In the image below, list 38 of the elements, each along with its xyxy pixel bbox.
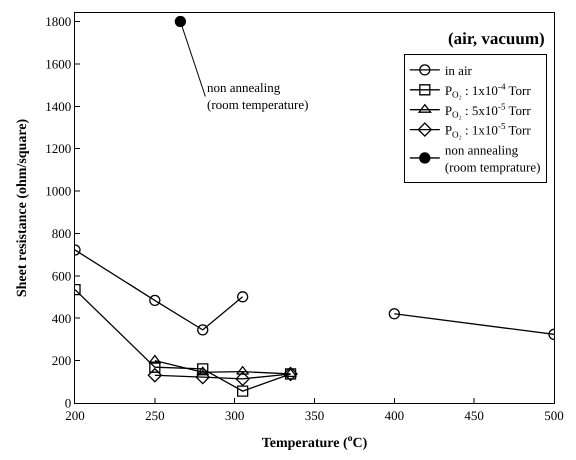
x-tick-label: 400: [384, 408, 404, 423]
point: [236, 372, 250, 386]
x-tick-label: 500: [544, 408, 564, 423]
legend-label: in air: [444, 62, 473, 78]
y-axis-title: Sheet resistance (ohm/square): [14, 118, 30, 298]
y-tick-label: 200: [52, 353, 72, 368]
point: [174, 16, 186, 28]
x-tick-label: 300: [224, 408, 244, 423]
y-tick-label: 1200: [45, 141, 72, 156]
legend-label: P$_{O₂}$ : 1x10$^{-5}$ Torr: [444, 121, 532, 140]
x-axis-title: Temperature ($^{o}$C): [262, 433, 368, 452]
x-tick-label: 250: [145, 408, 165, 423]
point: [196, 370, 210, 384]
x-tick-label: 350: [304, 408, 324, 423]
point: [149, 294, 160, 306]
y-tick-label: 1800: [45, 14, 72, 30]
legend-label: P$_{O₂}$ : 1x10$^{-4}$ Torr: [444, 81, 532, 100]
y-tick-label: 1400: [45, 98, 72, 114]
y-tick-label: 1600: [45, 56, 72, 72]
y-tick-label: 800: [52, 226, 72, 241]
point: [197, 363, 208, 375]
x-tick-label: 450: [464, 408, 484, 423]
point: [388, 308, 400, 320]
point: [236, 366, 250, 375]
point: [237, 385, 248, 397]
legend-label: non annealing (room temprature): [444, 142, 540, 174]
point: [237, 291, 248, 302]
annotation: (air, vacuum): [448, 29, 545, 48]
y-tick-label: 400: [52, 310, 72, 326]
point: [284, 368, 297, 378]
annotation: non annealing (room temperature): [207, 80, 308, 112]
point: [197, 324, 208, 336]
point: [149, 362, 160, 373]
legend-label: P$_{O₂}$ : 5x10$^{-5}$ Torr: [444, 101, 532, 120]
point: [148, 368, 162, 382]
y-tick-label: 600: [52, 268, 72, 284]
point: [148, 354, 162, 364]
y-tick-label: 1000: [45, 184, 72, 199]
